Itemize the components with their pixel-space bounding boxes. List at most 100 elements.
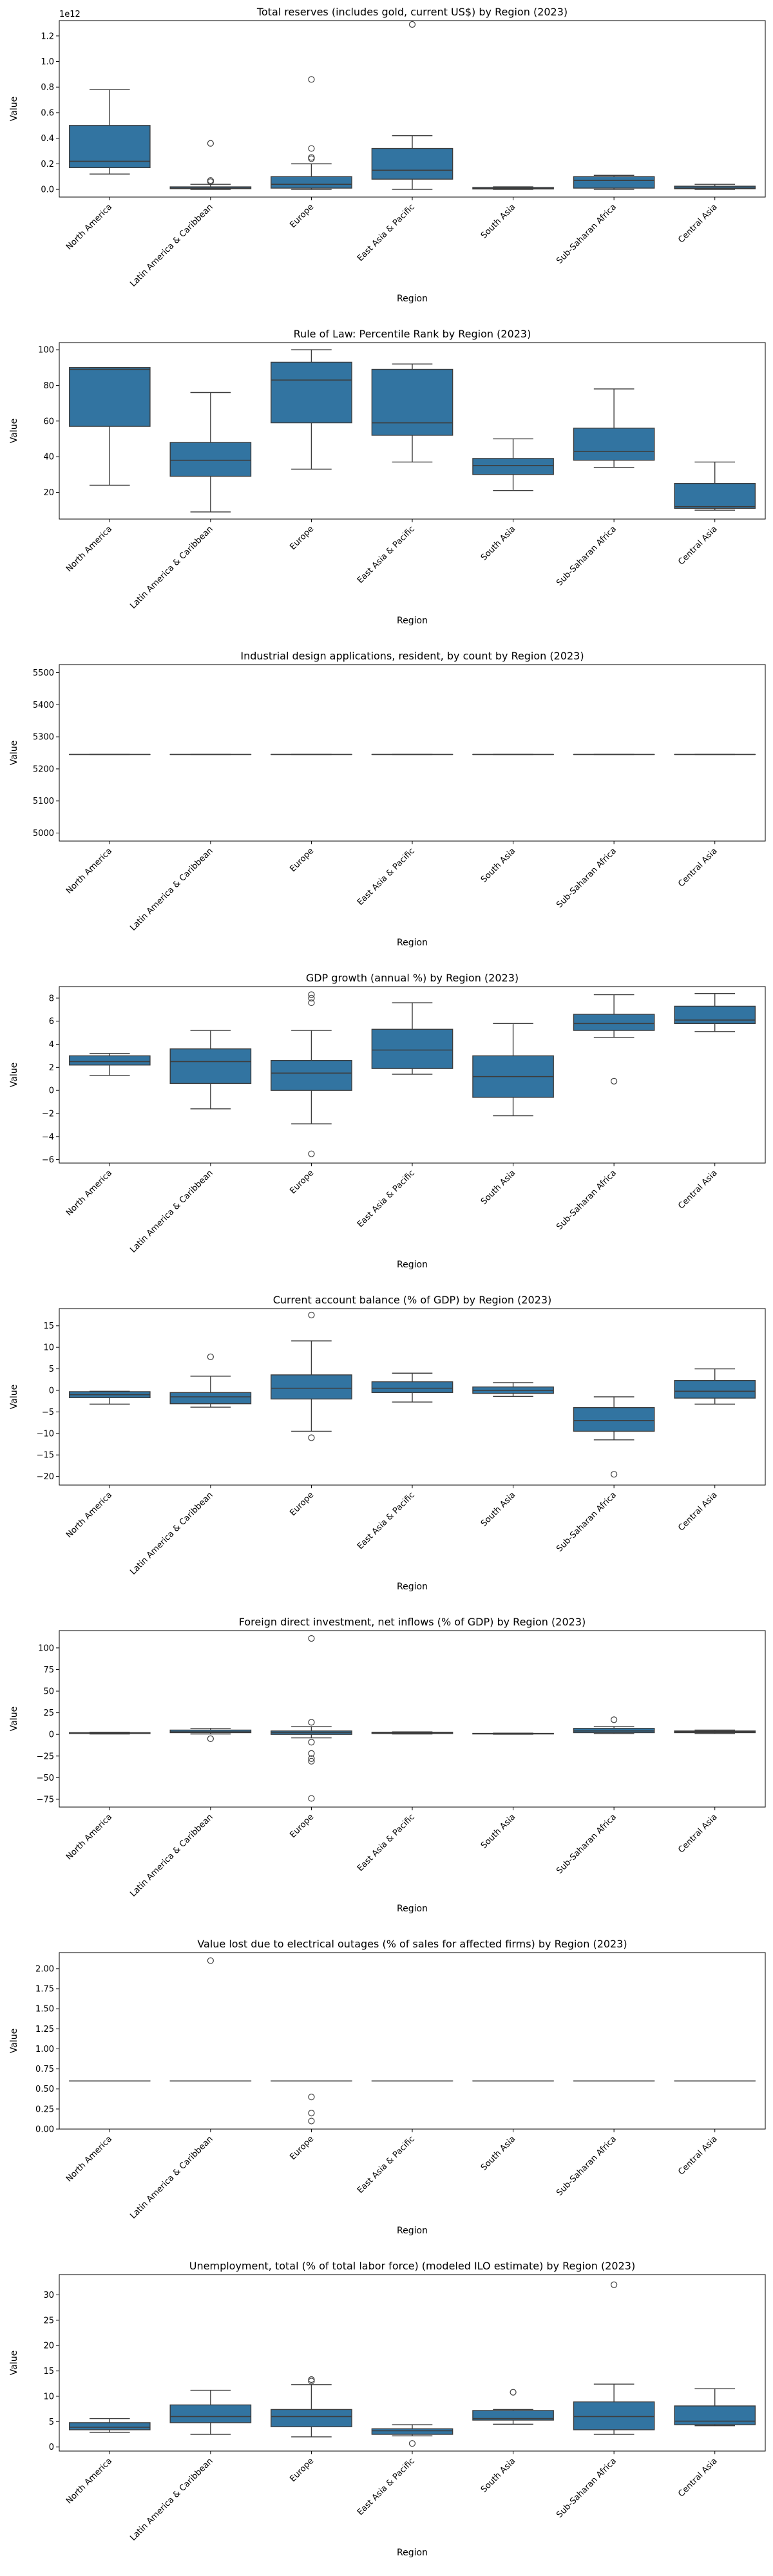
- y-tick-label: 0.4: [41, 134, 54, 144]
- x-tick-label: Central Asia: [676, 202, 719, 245]
- box-1: [68, 89, 151, 175]
- outlier-point: [207, 177, 214, 184]
- box-2: [169, 140, 252, 190]
- y-tick-label: −20: [37, 1472, 54, 1482]
- outlier-point: [207, 1353, 214, 1360]
- box-3: [271, 349, 352, 470]
- outlier-point: [308, 1750, 315, 1757]
- box-7: [674, 461, 756, 511]
- y-tick-label: 5: [49, 2418, 54, 2427]
- x-axis-label: Region: [397, 938, 428, 948]
- box-2: [169, 1030, 252, 1110]
- box-7: [674, 184, 756, 190]
- iqr-box: [68, 1055, 151, 1066]
- y-tick-label: 60: [43, 417, 54, 426]
- iqr-box: [371, 1381, 453, 1394]
- iqr-box: [169, 442, 252, 477]
- outlier-point: [611, 1716, 618, 1723]
- x-tick-label: Latin America & Caribbean: [128, 2134, 215, 2221]
- outlier-point: [408, 21, 416, 28]
- x-tick-label: Sub-Saharan Africa: [555, 202, 618, 266]
- x-tick-label: North America: [64, 2134, 114, 2184]
- x-tick-label: Europe: [288, 524, 316, 552]
- x-axis-label: Region: [397, 2226, 428, 2236]
- x-tick-label: East Asia & Pacific: [356, 1812, 417, 1873]
- x-tick-label: South Asia: [479, 846, 518, 885]
- y-axis-label: Value: [9, 1707, 19, 1731]
- y-tick-label: −6: [42, 1155, 54, 1165]
- outlier-point: [207, 1735, 214, 1742]
- y-tick-label: 50: [43, 1687, 54, 1697]
- x-tick-label: South Asia: [479, 1812, 518, 1851]
- y-tick-label: 0.50: [35, 2085, 54, 2094]
- y-tick-label: 8: [49, 994, 54, 1003]
- y-tick-label: 0: [49, 1730, 54, 1740]
- plot-frame: [59, 20, 766, 198]
- outlier-point: [308, 76, 315, 83]
- iqr-box: [271, 361, 352, 424]
- y-tick-label: 10: [43, 2392, 54, 2401]
- y-axis-label: Value: [9, 2029, 19, 2053]
- box-5: [472, 1023, 554, 1117]
- x-tick-label: Central Asia: [676, 1812, 719, 1855]
- box-6: [573, 1396, 655, 1478]
- iqr-box: [371, 1028, 453, 1069]
- iqr-box: [674, 2405, 756, 2425]
- box-3: [271, 76, 352, 190]
- box-7: [674, 1368, 756, 1405]
- y-tick-label: 2.00: [35, 1964, 54, 1974]
- y-tick-label: 5300: [33, 733, 54, 743]
- box-2: [169, 1728, 252, 1742]
- box-chart-6: Foreign direct investment, net inflows (…: [9, 1616, 766, 1914]
- iqr-box: [573, 1407, 655, 1432]
- y-tick-label: 75: [43, 1665, 54, 1675]
- x-tick-label: Europe: [288, 1812, 316, 1840]
- iqr-box: [68, 367, 151, 427]
- box-6: [573, 1716, 655, 1734]
- x-tick-label: North America: [64, 2456, 114, 2506]
- box-2: [169, 2389, 252, 2435]
- y-tick-label: 40: [43, 453, 54, 462]
- y-tick-label: 2: [49, 1063, 54, 1073]
- outlier-point: [308, 2376, 315, 2383]
- iqr-box: [472, 458, 554, 475]
- plot-frame: [59, 1308, 766, 1486]
- iqr-box: [68, 2422, 151, 2430]
- box-7: [674, 2388, 756, 2427]
- box-4: [371, 1372, 453, 1403]
- x-tick-label: South Asia: [479, 202, 518, 241]
- box-3: [271, 2080, 352, 2125]
- box-1: [68, 1390, 151, 1405]
- y-tick-label: −10: [37, 1429, 54, 1439]
- box-chart-4: GDP growth (annual %) by Region (2023) −6…: [9, 972, 766, 1270]
- x-axis-label: Region: [397, 1260, 428, 1270]
- y-tick-label: 100: [38, 346, 54, 355]
- iqr-box: [371, 147, 453, 180]
- outlier-point: [207, 1957, 214, 1964]
- y-tick-label: 0: [49, 1386, 54, 1396]
- x-tick-label: North America: [64, 1490, 114, 1540]
- iqr-box: [271, 1059, 352, 1091]
- box-7: [674, 1729, 756, 1734]
- outlier-point: [408, 2440, 416, 2447]
- outlier-point: [308, 2094, 315, 2101]
- iqr-box: [68, 125, 151, 169]
- outlier-point: [308, 991, 315, 998]
- box-7: [674, 993, 756, 1032]
- y-tick-label: −2: [42, 1109, 54, 1119]
- x-axis-label: Region: [397, 2548, 428, 2558]
- x-tick-label: Central Asia: [676, 2134, 719, 2177]
- x-tick-label: Sub-Saharan Africa: [555, 524, 618, 588]
- y-tick-label: 80: [43, 381, 54, 391]
- box-1: [68, 1053, 151, 1076]
- y-tick-label: 15: [43, 1321, 54, 1331]
- x-tick-label: North America: [64, 524, 114, 574]
- outlier-point: [510, 2389, 517, 2396]
- x-tick-label: East Asia & Pacific: [356, 2134, 417, 2195]
- iqr-box: [169, 1048, 252, 1084]
- x-tick-label: East Asia & Pacific: [356, 524, 417, 585]
- plot-frame: [59, 1630, 766, 1808]
- y-axis-label: Value: [9, 741, 19, 765]
- box-2: [169, 1957, 252, 2082]
